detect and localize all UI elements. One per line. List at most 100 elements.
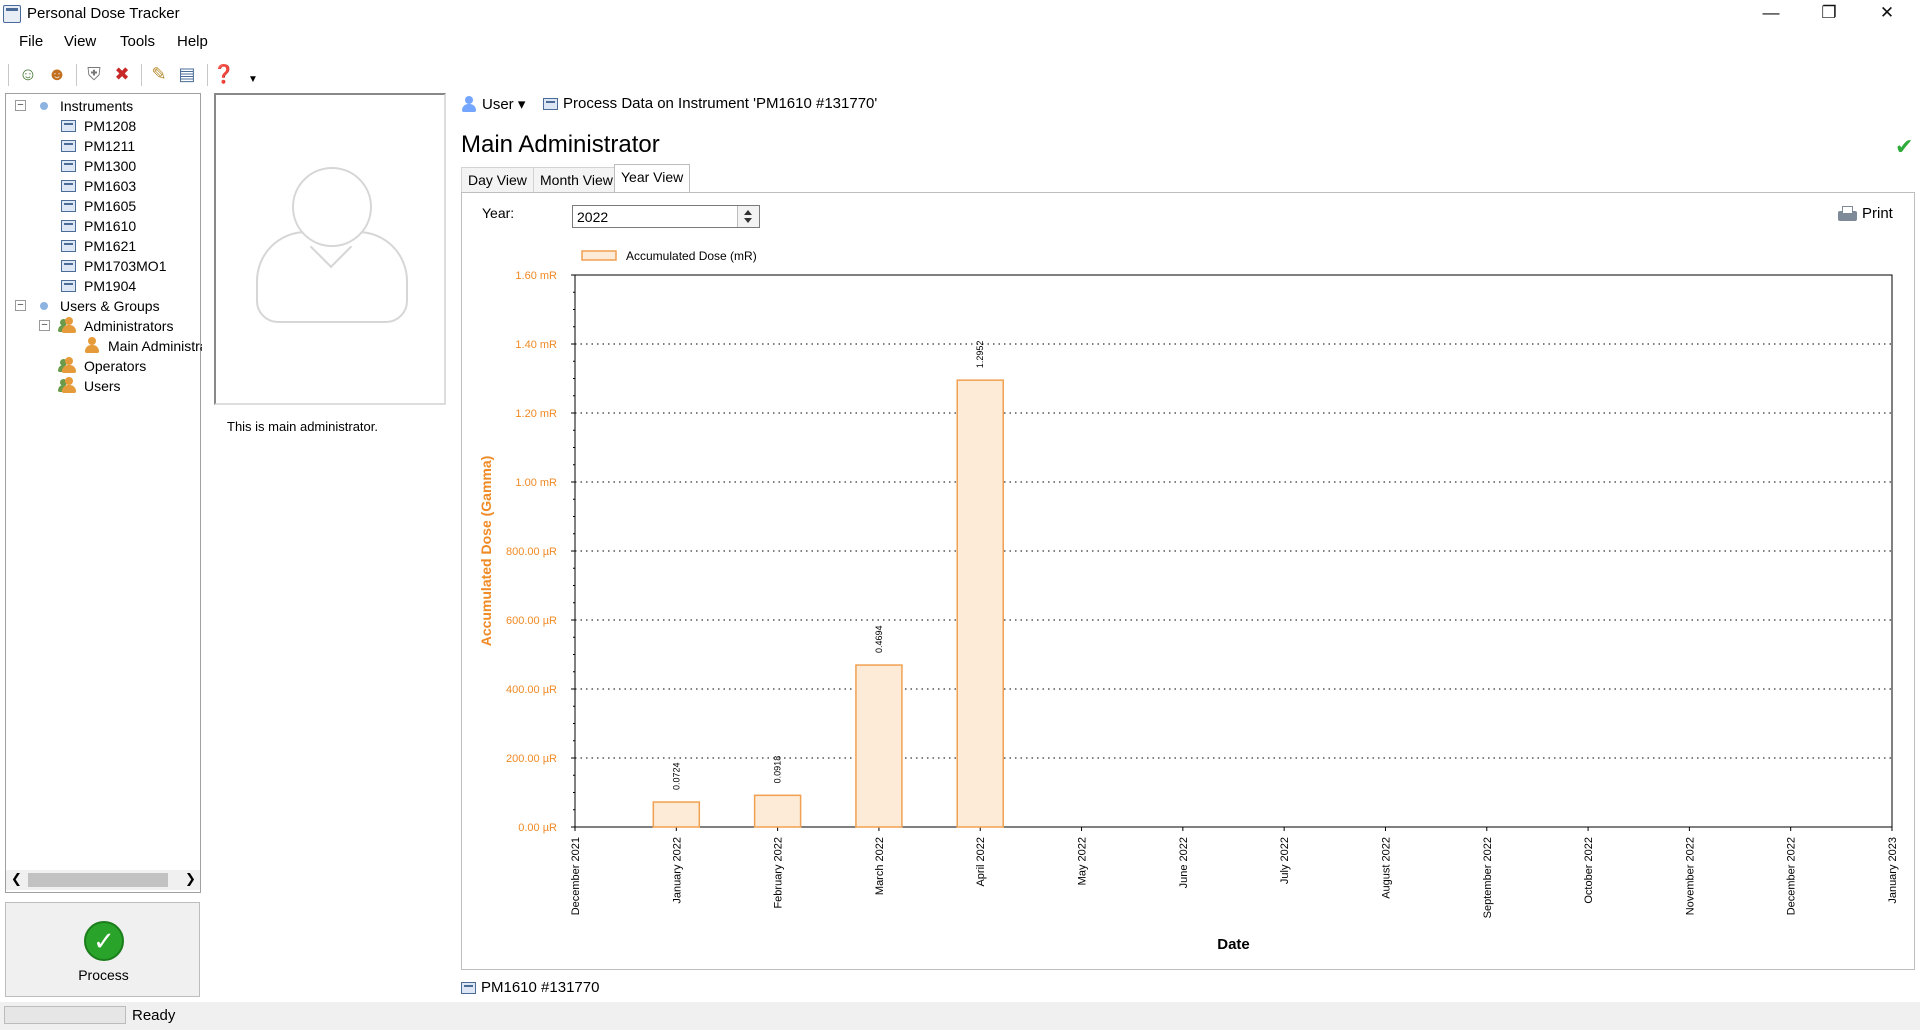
plot-area (574, 274, 1893, 828)
bar-value-label: 1.2952 (975, 341, 985, 369)
y-tick-label: 1.60 mR (515, 270, 557, 282)
year-label: Year: (482, 205, 515, 221)
year-spinner[interactable] (737, 206, 759, 227)
tree-instrument-pm1610[interactable]: PM1610 (84, 218, 137, 234)
bar-value-label: 0.0724 (671, 762, 681, 790)
group-icon (58, 316, 78, 334)
x-tick-label: February 2022 (773, 837, 785, 909)
add-user-icon[interactable]: ☺ (18, 64, 38, 84)
print-button[interactable]: Print (1862, 205, 1893, 222)
group-icon (58, 356, 78, 374)
x-tick-label: December 2021 (570, 837, 582, 915)
printer-icon[interactable] (1838, 206, 1857, 223)
menu-view[interactable]: View (64, 33, 97, 50)
status-text: Ready (132, 1007, 176, 1024)
checkmark-icon: ✓ (84, 921, 124, 961)
navigation-tree: − Instruments PM1208 PM1211 PM1300 PM160… (5, 93, 202, 893)
scroll-left-icon[interactable]: ❮ (11, 871, 22, 886)
tree-main-administrator[interactable]: Main Administra (108, 338, 202, 354)
instrument-icon (461, 982, 476, 994)
x-tick-label: May 2022 (1077, 837, 1089, 885)
tree-instrument-pm1208[interactable]: PM1208 (84, 118, 137, 134)
tree-instrument-pm1605[interactable]: PM1605 (84, 198, 137, 214)
user-dropdown[interactable]: User ▾ (482, 96, 526, 113)
title-bar: Personal Dose Tracker — ❐ ✕ (0, 0, 1920, 28)
collapse-users-groups-toggle[interactable]: − (15, 300, 26, 311)
y-tick-label: 800.00 µR (506, 546, 557, 558)
y-tick-label: 200.00 µR (506, 753, 557, 765)
tree-horizontal-scrollbar[interactable]: ❮ ❯ (6, 870, 200, 890)
user-settings-icon[interactable]: ☻ (47, 64, 67, 84)
overflow-icon[interactable]: ▼ (248, 74, 258, 85)
avatar-head (292, 167, 372, 247)
tree-instrument-pm1300[interactable]: PM1300 (84, 158, 137, 174)
tree-instrument-pm1703mo1[interactable]: PM1703MO1 (84, 258, 167, 274)
instrument-icon (61, 160, 76, 172)
shield-delete-icon[interactable]: ✖ (114, 64, 130, 84)
users-groups-icon (40, 302, 48, 310)
current-instrument-label: PM1610 #131770 (481, 979, 600, 996)
toolbar-separator (207, 64, 208, 86)
x-axis-label: Date (1217, 936, 1250, 953)
tree-users[interactable]: Users (84, 378, 121, 394)
instrument-icon[interactable]: ▤ (178, 64, 196, 84)
legend-label: Accumulated Dose (mR) (626, 249, 757, 263)
scrollbar-thumb[interactable] (28, 873, 168, 887)
toolbar: ☺ ☻ ⛨ ✖ ✎ ▤ ❓ ▼ (0, 56, 1920, 92)
bar (956, 379, 1004, 828)
status-check-icon: ✔ (1895, 134, 1914, 159)
instrument-icon (61, 240, 76, 252)
tree-users-groups[interactable]: Users & Groups (60, 298, 160, 314)
scroll-right-icon[interactable]: ❯ (185, 871, 196, 886)
y-tick-label: 400.00 µR (506, 684, 557, 696)
x-tick-label: June 2022 (1178, 837, 1190, 888)
instrument-icon (61, 220, 76, 232)
x-tick-label: January 2023 (1887, 837, 1899, 904)
window-title: Personal Dose Tracker (27, 5, 180, 22)
x-tick-label: August 2022 (1380, 837, 1392, 899)
minimize-button[interactable]: — (1762, 3, 1780, 22)
process-data-crumb[interactable]: Process Data on Instrument 'PM1610 #1317… (563, 95, 878, 112)
toolbar-separator (141, 64, 142, 86)
profile-picture-box[interactable] (214, 93, 446, 405)
close-button[interactable]: ✕ (1879, 3, 1895, 22)
y-tick-label: 0.00 µR (518, 822, 557, 834)
tree-instruments[interactable]: Instruments (60, 98, 134, 114)
app-icon (3, 5, 21, 23)
process-button[interactable]: ✓ Process (5, 902, 200, 997)
collapse-administrators-toggle[interactable]: − (39, 320, 50, 331)
tree-instrument-pm1621[interactable]: PM1621 (84, 238, 137, 254)
instrument-icon (61, 280, 76, 292)
help-icon[interactable]: ❓ (212, 64, 236, 84)
tree-operators[interactable]: Operators (84, 358, 147, 374)
year-input[interactable] (572, 205, 760, 228)
tree-instrument-pm1603[interactable]: PM1603 (84, 178, 137, 194)
tree-administrators[interactable]: Administrators (84, 318, 174, 334)
x-tick-label: December 2022 (1786, 837, 1798, 915)
user-icon (83, 336, 101, 354)
x-tick-label: July 2022 (1279, 837, 1291, 884)
y-tick-label: 1.00 mR (515, 477, 557, 489)
menu-file[interactable]: File (19, 33, 44, 50)
tree-instrument-pm1904[interactable]: PM1904 (84, 278, 137, 294)
tab-day-view[interactable]: Day View (461, 167, 534, 192)
tab-year-view[interactable]: Year View (614, 164, 691, 193)
instrument-icon (543, 98, 558, 110)
legend-swatch (581, 250, 617, 261)
bar (753, 794, 802, 828)
toolbar-separator (76, 64, 77, 86)
tree-instrument-pm1211[interactable]: PM1211 (84, 138, 136, 154)
x-tick-label: September 2022 (1482, 837, 1494, 918)
tab-month-view[interactable]: Month View (533, 167, 620, 192)
profile-description: This is main administrator. (227, 419, 378, 434)
edit-icon[interactable]: ✎ (151, 64, 167, 84)
y-tick-label: 1.20 mR (515, 408, 557, 420)
menu-tools[interactable]: Tools (120, 33, 156, 50)
toolbar-grip (8, 64, 9, 86)
collapse-instruments-toggle[interactable]: − (15, 100, 26, 111)
shield-icon[interactable]: ⛨ (87, 64, 101, 84)
bar-value-label: 0.0918 (773, 756, 783, 784)
y-tick-label: 1.40 mR (515, 339, 557, 351)
menu-help[interactable]: Help (177, 33, 208, 50)
maximize-button[interactable]: ❐ (1821, 3, 1837, 22)
